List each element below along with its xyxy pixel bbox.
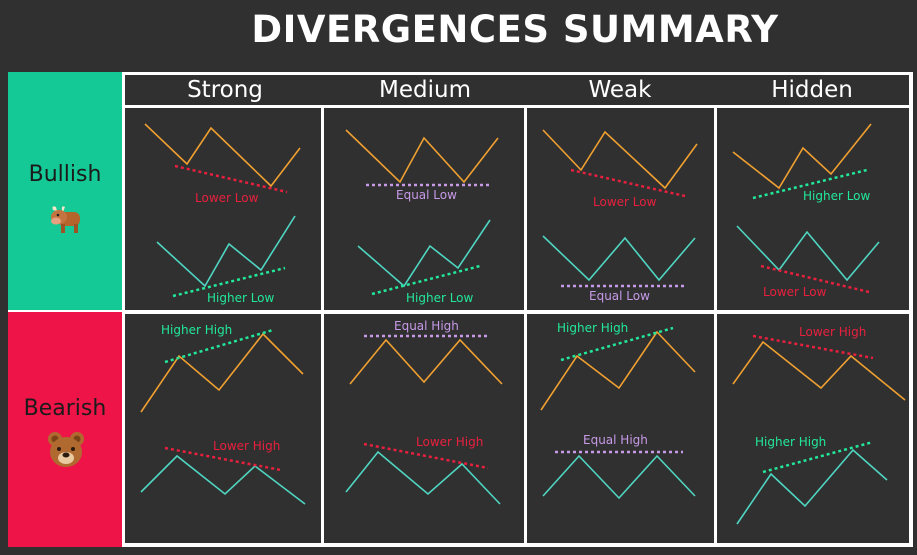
price-line	[144, 123, 301, 188]
divergence-chart: Higher High Equal High	[540, 321, 696, 500]
price-label: Higher Low	[803, 189, 871, 203]
price-line	[540, 330, 696, 411]
column-header-weak: Weak	[588, 77, 652, 103]
divergence-chart: Equal Low Higher Low	[345, 129, 499, 305]
trend-line	[560, 326, 674, 362]
panel-bullish-hidden: Higher Low Lower Low	[717, 108, 909, 310]
oscillator-line	[357, 219, 491, 288]
trend-line	[762, 440, 874, 474]
row-label-bullish: Bullish	[28, 162, 102, 187]
bear-emoji-icon	[48, 432, 84, 467]
panel-bearish-strong: Higher High Lower High	[125, 314, 321, 543]
column-header-hidden: Hidden	[771, 77, 853, 103]
price-line	[349, 338, 503, 385]
panel-bearish-hidden: Lower High Higher High	[717, 314, 909, 543]
oscillator-line	[345, 450, 501, 505]
price-line	[542, 129, 698, 190]
column-header-medium: Medium	[379, 77, 471, 103]
oscillator-label: Lower High	[416, 435, 483, 449]
oscillator-line	[156, 215, 296, 288]
trend-line	[164, 328, 274, 364]
divergence-chart: Lower Low Higher Low	[144, 123, 301, 305]
oscillator-label: Higher Low	[406, 291, 474, 305]
trend-line	[172, 266, 286, 298]
panel-bearish-medium: Equal High Lower High	[324, 314, 524, 543]
trend-line	[371, 264, 481, 296]
oscillator-line	[140, 454, 306, 505]
price-label: Lower High	[799, 325, 866, 339]
column-header-bar: Strong Medium Weak Hidden	[125, 75, 909, 105]
trend-line	[174, 164, 288, 194]
divergence-chart: Equal High Lower High	[345, 319, 503, 505]
price-label: Lower Low	[593, 195, 657, 209]
column-header-strong: Strong	[187, 77, 263, 103]
oscillator-label: Equal Low	[589, 289, 650, 303]
page-title: DIVERGENCES SUMMARY	[251, 8, 779, 51]
row-label-bearish: Bearish	[23, 396, 107, 421]
trend-line	[164, 446, 282, 472]
oscillator-line	[736, 225, 880, 282]
trend-line	[760, 264, 870, 294]
divergence-chart: Lower Low Equal Low	[542, 129, 698, 303]
oscillator-line	[542, 235, 696, 282]
oscillator-line	[736, 448, 888, 525]
panel-bullish-weak: Lower Low Equal Low	[527, 108, 714, 310]
trend-line	[570, 168, 686, 198]
oscillator-label: Lower Low	[763, 285, 827, 299]
row-header-bearish: Bearish	[8, 312, 122, 547]
panel-bearish-weak: Higher High Equal High	[527, 314, 714, 543]
oscillator-line	[542, 454, 696, 500]
divergence-chart: Lower High Higher High	[732, 325, 906, 525]
price-line	[732, 123, 872, 190]
price-line	[732, 340, 906, 401]
price-label: Higher High	[557, 321, 628, 335]
price-line	[345, 129, 499, 184]
panel-bullish-strong: Lower Low Higher Low	[125, 108, 321, 310]
divergence-chart: Higher High Lower High	[140, 323, 306, 505]
price-label: Equal High	[394, 319, 459, 333]
price-label: Lower Low	[195, 191, 259, 205]
oscillator-label: Higher High	[755, 435, 826, 449]
oscillator-label: Lower High	[213, 439, 280, 453]
price-label: Equal Low	[396, 188, 457, 202]
oscillator-label: Equal High	[583, 433, 648, 447]
trend-line	[752, 334, 874, 360]
bull-emoji-icon	[51, 206, 80, 233]
trend-line	[752, 168, 868, 200]
panel-bullish-medium: Equal Low Higher Low	[324, 108, 524, 310]
oscillator-label: Higher Low	[207, 291, 275, 305]
divergence-chart: Higher Low Lower Low	[732, 123, 880, 299]
price-label: Higher High	[161, 323, 232, 337]
price-line	[140, 332, 304, 413]
divergence-grid: Bullish Bearish Strong Medium	[8, 72, 913, 547]
row-header-bullish: Bullish	[8, 72, 122, 310]
